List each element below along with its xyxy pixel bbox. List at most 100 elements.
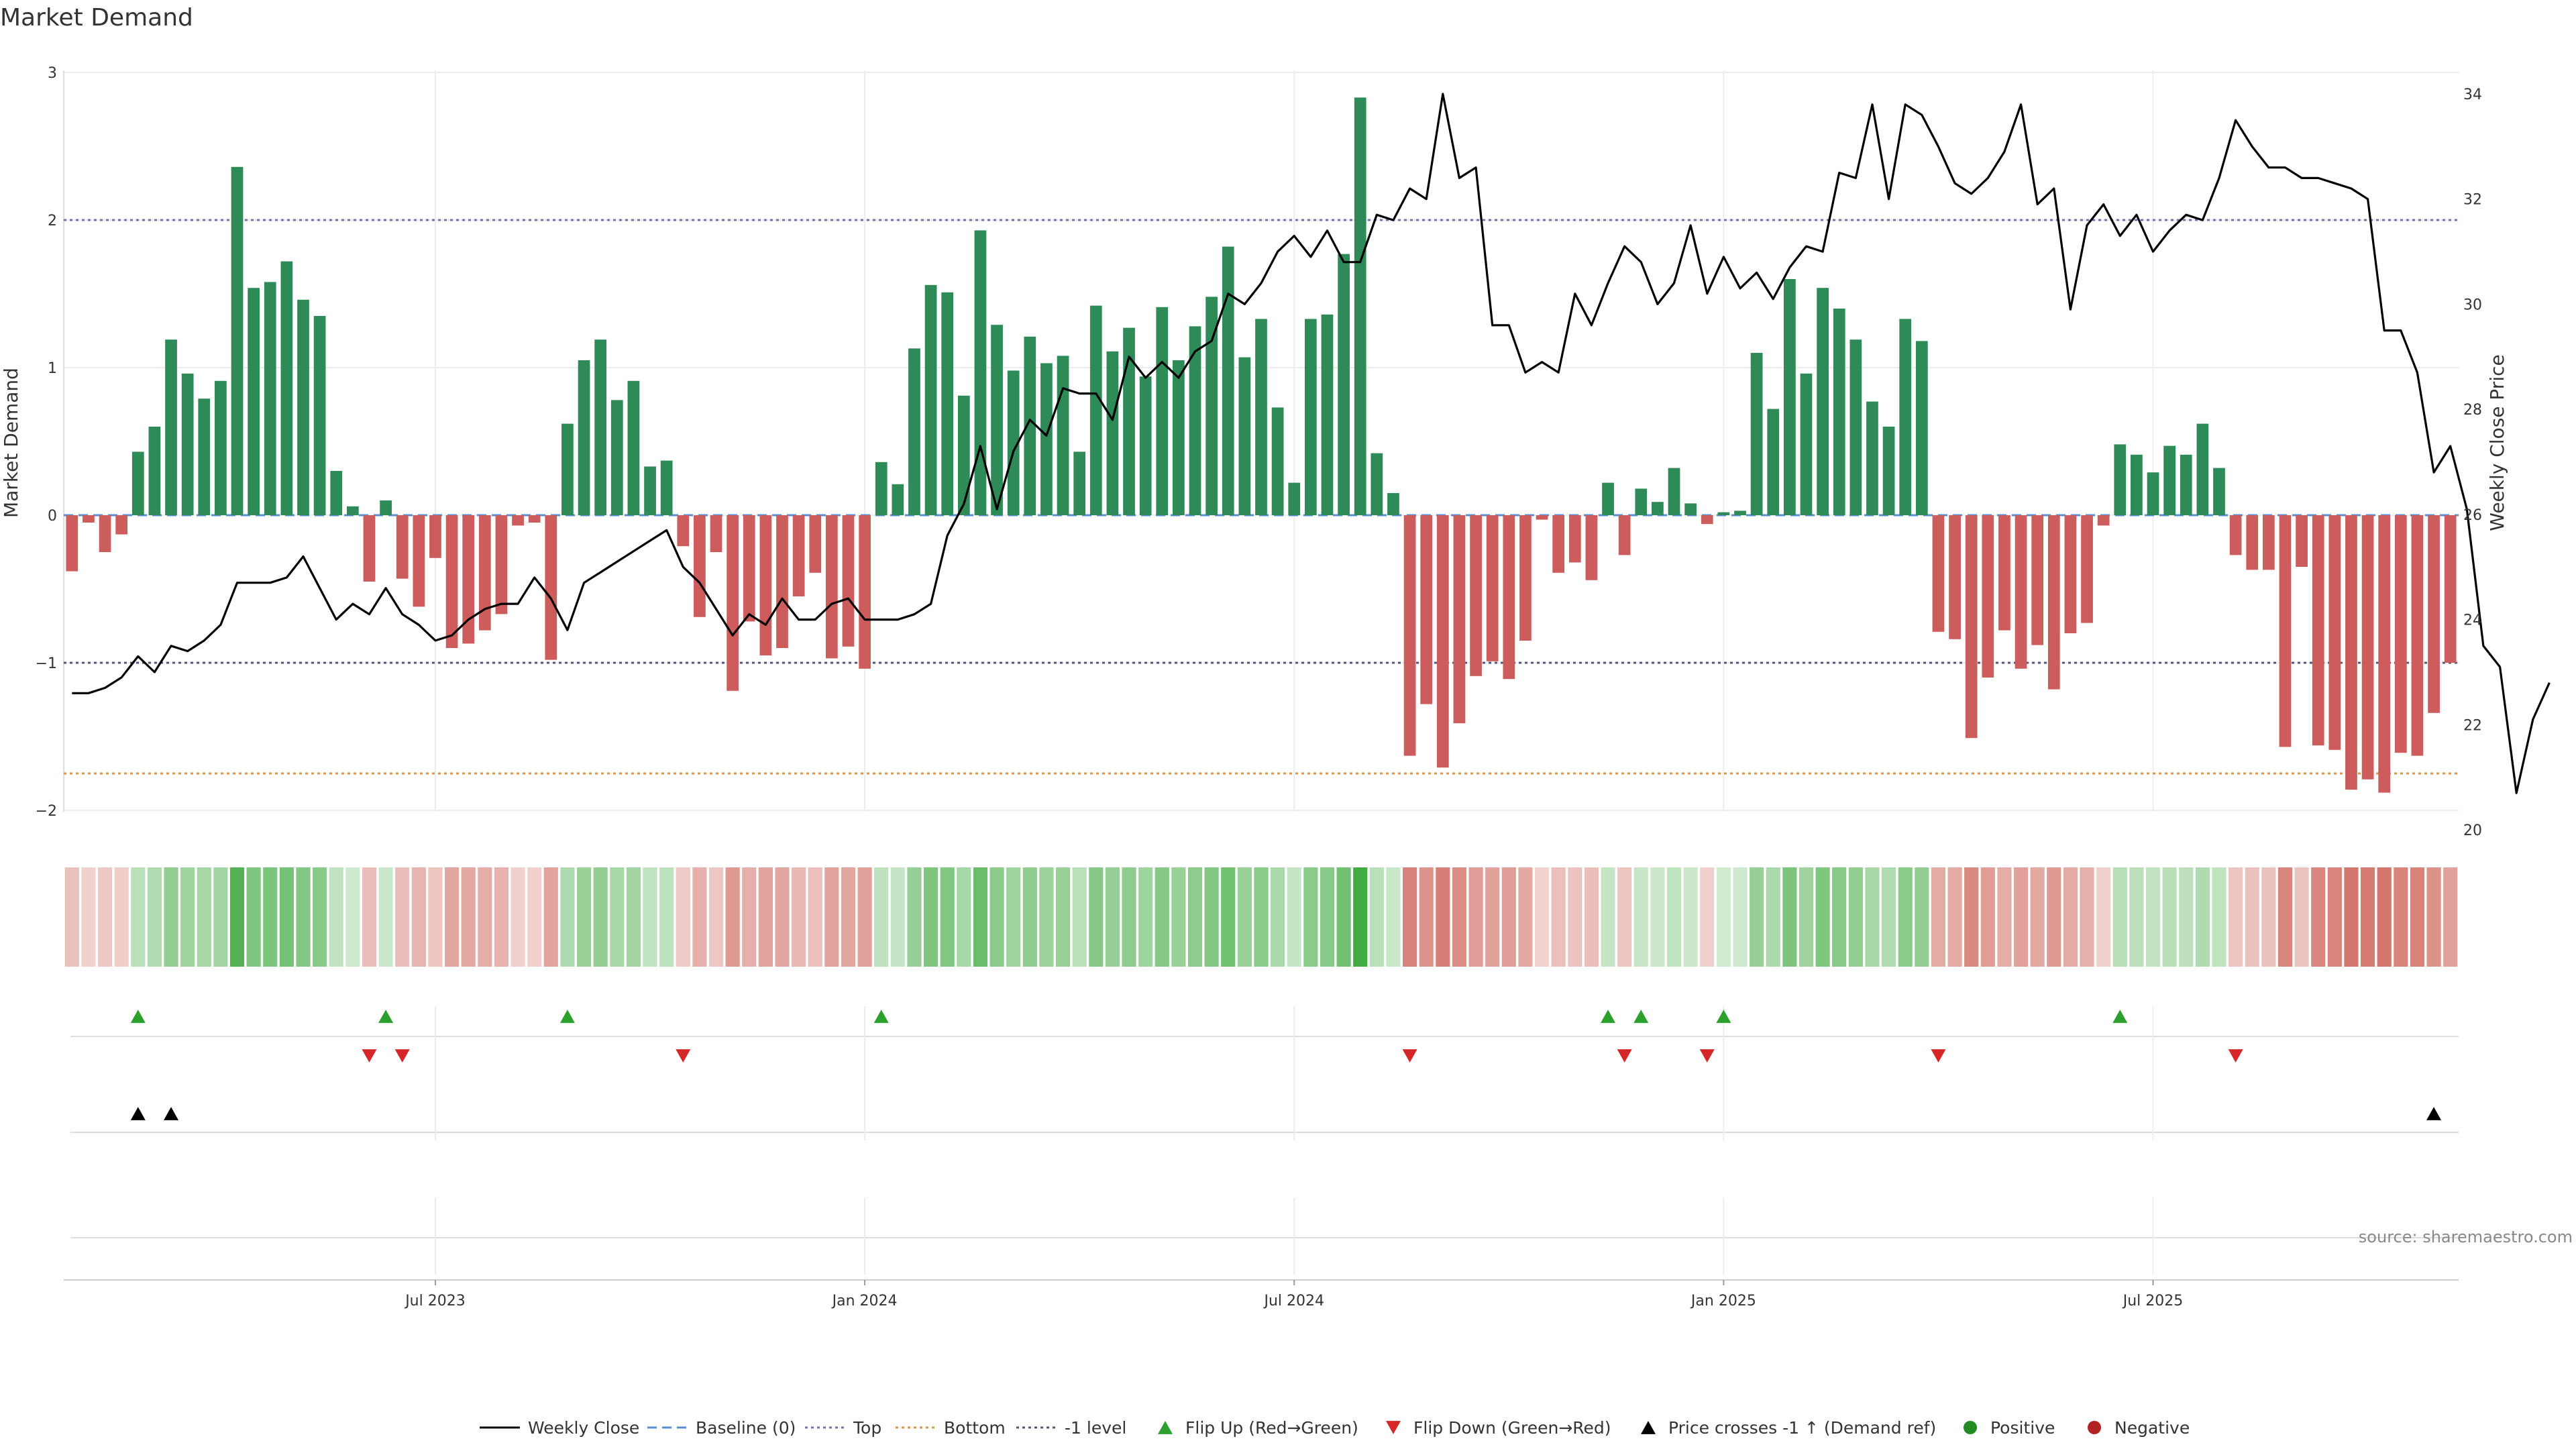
legend-swatch [1158,1421,1173,1434]
flip-up-marker [1716,1010,1731,1023]
state-cell [1386,867,1401,967]
demand-bar [776,515,788,648]
state-cell [1501,867,1516,967]
demand-bar [1915,341,1928,515]
state-cell [890,867,905,967]
demand-bar [248,288,260,515]
demand-bar [2411,515,2424,756]
demand-bar [694,515,706,617]
right-tick-label: 34 [2463,87,2482,103]
right-tick-label: 20 [2463,822,2482,839]
state-cell [957,867,971,967]
state-cell [1138,867,1153,967]
state-cell [1980,867,1995,967]
state-cell [2311,867,2326,967]
x-tick-label: Jan 2024 [831,1293,898,1309]
left-tick-label: −1 [36,655,57,672]
legend-label: Bottom [944,1418,1006,1438]
state-cell [2394,867,2408,967]
demand-bar [2262,515,2275,570]
legend-label: Flip Up (Red→Green) [1185,1418,1358,1438]
demand-bar [313,316,326,515]
demand-bar [2196,423,2209,515]
legend-swatch [1641,1421,1656,1434]
state-cell [1022,867,1037,967]
state-cell [659,867,674,967]
state-cell [1468,867,1483,967]
demand-bar [1470,515,1482,676]
state-cell [97,867,113,967]
flip-up-marker [2112,1010,2128,1023]
demand-bar [2345,515,2357,790]
state-cell [1633,867,1648,967]
time-axis: Jul 2023 Jan 2024 Jul 2024 Jan 2025 Jul 2025 [404,1280,2183,1309]
demand-bar [710,515,722,552]
demand-bar [2229,515,2242,555]
demand-bar [2163,445,2176,515]
demand-bar [1602,482,1614,515]
left-tick-label: 3 [48,65,57,82]
demand-bar [396,515,409,579]
legend-swatch [1386,1421,1401,1434]
demand-bar [561,423,574,515]
state-cell [2162,867,2177,967]
state-cell [1105,867,1120,967]
demand-bar [1371,453,1383,515]
demand-bar [1057,356,1069,515]
left-tick-label: −2 [36,803,57,820]
state-cell [1221,867,1236,967]
state-cell [1551,867,1566,967]
state-cell [576,867,592,967]
state-cell [511,867,525,967]
legend-label: Flip Down (Green→Red) [1413,1418,1611,1438]
demand-bar [991,325,1003,515]
demand-bar [1652,502,1664,515]
demand-bar [1767,409,1780,515]
state-cell [2030,867,2045,967]
state-cell [2047,867,2061,967]
state-cell [725,867,740,967]
demand-bar [2378,515,2391,793]
demand-bar [215,380,227,515]
state-cell [742,867,757,967]
state-cell [279,867,294,967]
state-cell [2063,867,2078,967]
state-cell [2195,867,2210,967]
state-cell [1848,867,1863,967]
right-tick-label: 22 [2463,717,2482,734]
demand-bar [2114,444,2127,515]
demand-bar [83,515,95,523]
price-cross-marker [164,1107,179,1120]
state-cell [2112,867,2127,967]
demand-bar [2246,515,2259,570]
state-cell [213,867,228,967]
x-tick-label: Jul 2023 [404,1293,466,1309]
demand-bar [380,500,392,515]
state-cell [1881,867,1896,967]
demand-bar [280,261,293,515]
demand-bar [99,515,111,552]
state-cell [1485,867,1500,967]
left-tick-label: 0 [48,508,57,525]
demand-bar [1849,339,1862,515]
flip-down-marker [394,1049,410,1063]
demand-bar [1899,319,1912,515]
state-cell [1402,867,1417,967]
state-cell [824,867,839,967]
state-cell [2096,867,2111,967]
state-cell [131,867,146,967]
state-cell [444,867,460,967]
demand-bar [627,380,640,515]
demand-bar [231,166,244,516]
state-cell [593,867,608,967]
state-cell [775,867,790,967]
x-tick-label: Jan 2025 [1690,1293,1756,1309]
demand-bar [743,515,755,622]
state-cell [1666,867,1682,967]
state-cell [180,867,195,967]
demand-bar [1486,515,1499,661]
demand-bar [859,515,871,669]
demand-bar [2064,515,2077,633]
demand-bar [181,373,194,515]
price-cross-marker [130,1107,146,1120]
